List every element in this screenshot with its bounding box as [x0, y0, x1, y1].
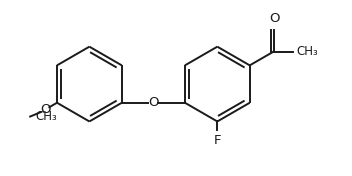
Text: CH₃: CH₃: [35, 110, 57, 123]
Text: O: O: [269, 12, 280, 25]
Text: O: O: [148, 96, 159, 109]
Text: F: F: [214, 134, 221, 147]
Text: CH₃: CH₃: [296, 45, 318, 58]
Text: O: O: [40, 103, 50, 116]
